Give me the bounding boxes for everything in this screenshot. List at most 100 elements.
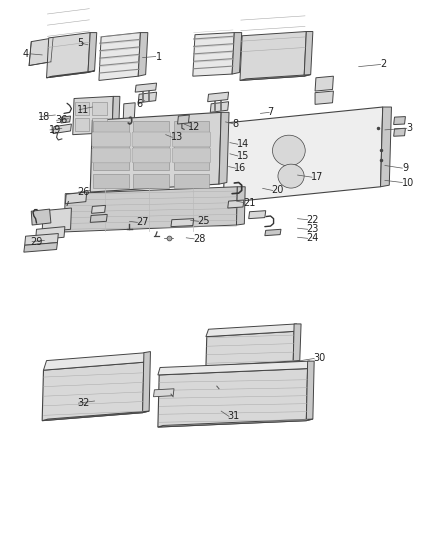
Text: 28: 28 bbox=[193, 234, 205, 244]
Text: 10: 10 bbox=[403, 177, 415, 188]
Polygon shape bbox=[143, 352, 150, 413]
Polygon shape bbox=[42, 208, 71, 232]
Polygon shape bbox=[24, 243, 57, 252]
Polygon shape bbox=[304, 31, 313, 76]
Bar bbox=[93, 122, 129, 135]
Polygon shape bbox=[61, 116, 71, 123]
Text: 27: 27 bbox=[136, 217, 148, 228]
Text: 24: 24 bbox=[306, 233, 319, 244]
FancyBboxPatch shape bbox=[132, 132, 170, 147]
Text: 15: 15 bbox=[237, 151, 249, 161]
Polygon shape bbox=[99, 33, 141, 80]
Text: 32: 32 bbox=[77, 398, 89, 408]
Polygon shape bbox=[65, 192, 87, 204]
Ellipse shape bbox=[278, 164, 304, 188]
Polygon shape bbox=[42, 411, 149, 421]
Text: 20: 20 bbox=[272, 185, 284, 196]
Polygon shape bbox=[223, 107, 383, 203]
Text: 11: 11 bbox=[77, 104, 89, 115]
Polygon shape bbox=[206, 332, 294, 368]
Polygon shape bbox=[90, 214, 107, 222]
Polygon shape bbox=[315, 91, 333, 104]
Polygon shape bbox=[394, 117, 406, 125]
Polygon shape bbox=[171, 219, 194, 227]
Polygon shape bbox=[29, 38, 53, 66]
Polygon shape bbox=[25, 233, 58, 245]
Polygon shape bbox=[265, 229, 281, 236]
Polygon shape bbox=[46, 71, 95, 78]
Polygon shape bbox=[306, 361, 314, 421]
Polygon shape bbox=[206, 361, 300, 368]
Bar bbox=[134, 122, 169, 135]
Bar bbox=[173, 139, 209, 153]
Polygon shape bbox=[135, 83, 156, 92]
Bar bbox=[92, 118, 107, 131]
FancyBboxPatch shape bbox=[92, 132, 131, 147]
Bar bbox=[134, 174, 169, 188]
Polygon shape bbox=[177, 115, 189, 124]
Polygon shape bbox=[228, 200, 244, 208]
FancyBboxPatch shape bbox=[172, 148, 211, 163]
Text: 12: 12 bbox=[188, 122, 201, 132]
Polygon shape bbox=[158, 419, 313, 427]
Text: 2: 2 bbox=[381, 60, 387, 69]
Polygon shape bbox=[193, 33, 234, 76]
Text: 5: 5 bbox=[77, 38, 83, 48]
Polygon shape bbox=[381, 107, 392, 187]
Bar bbox=[134, 139, 169, 153]
Polygon shape bbox=[31, 209, 51, 225]
Polygon shape bbox=[237, 187, 245, 225]
Text: 13: 13 bbox=[171, 132, 183, 142]
Polygon shape bbox=[53, 124, 71, 134]
Text: 25: 25 bbox=[197, 216, 210, 227]
Polygon shape bbox=[43, 353, 147, 370]
FancyBboxPatch shape bbox=[132, 148, 170, 163]
Polygon shape bbox=[123, 103, 135, 128]
Polygon shape bbox=[64, 187, 237, 232]
Polygon shape bbox=[206, 324, 297, 337]
Polygon shape bbox=[46, 33, 90, 78]
Text: 14: 14 bbox=[237, 139, 249, 149]
Bar bbox=[92, 102, 107, 115]
FancyBboxPatch shape bbox=[92, 148, 131, 163]
Bar bbox=[75, 102, 89, 115]
Text: 4: 4 bbox=[22, 49, 28, 59]
Bar bbox=[93, 157, 129, 170]
Polygon shape bbox=[240, 75, 311, 80]
Polygon shape bbox=[90, 112, 221, 192]
Polygon shape bbox=[158, 368, 307, 427]
Polygon shape bbox=[240, 31, 306, 80]
Text: 8: 8 bbox=[232, 119, 238, 129]
Polygon shape bbox=[315, 76, 333, 91]
Polygon shape bbox=[73, 96, 113, 135]
Text: 22: 22 bbox=[306, 215, 319, 225]
Text: 21: 21 bbox=[243, 198, 255, 208]
Text: 23: 23 bbox=[306, 224, 319, 235]
Text: 1: 1 bbox=[155, 52, 162, 61]
Bar bbox=[173, 122, 209, 135]
Polygon shape bbox=[232, 33, 242, 74]
Bar bbox=[75, 118, 89, 131]
Text: 17: 17 bbox=[311, 172, 323, 182]
Text: 3: 3 bbox=[407, 123, 413, 133]
Polygon shape bbox=[35, 227, 65, 240]
Polygon shape bbox=[394, 128, 406, 136]
Text: 26: 26 bbox=[77, 187, 89, 197]
Polygon shape bbox=[138, 92, 156, 103]
Text: 16: 16 bbox=[234, 163, 247, 173]
Ellipse shape bbox=[272, 135, 305, 166]
Polygon shape bbox=[293, 324, 301, 362]
Text: 31: 31 bbox=[228, 411, 240, 422]
Bar bbox=[173, 157, 209, 170]
Text: 7: 7 bbox=[267, 107, 273, 117]
Text: 19: 19 bbox=[49, 125, 61, 135]
Bar bbox=[173, 174, 209, 188]
Polygon shape bbox=[88, 33, 97, 72]
Text: 6: 6 bbox=[136, 99, 142, 109]
Polygon shape bbox=[42, 362, 144, 421]
Polygon shape bbox=[138, 33, 148, 76]
Bar bbox=[134, 157, 169, 170]
Text: 36: 36 bbox=[55, 115, 67, 125]
Text: 30: 30 bbox=[313, 353, 325, 364]
Polygon shape bbox=[112, 96, 120, 133]
